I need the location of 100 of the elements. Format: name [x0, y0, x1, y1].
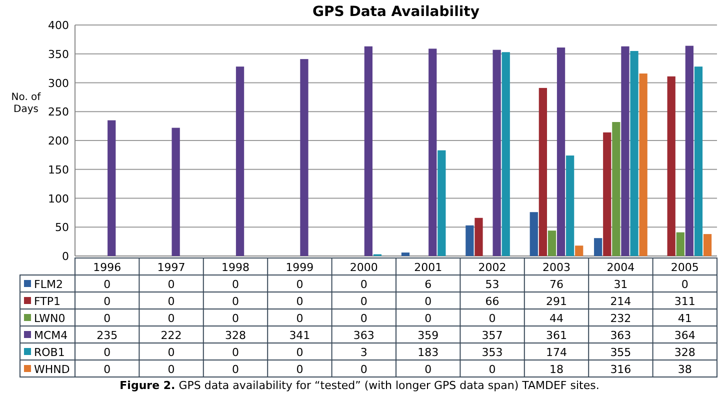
bar — [667, 76, 676, 256]
data-label: 357 — [482, 329, 503, 342]
legend-label: ROB1 — [34, 346, 65, 359]
legend-label: LWN0 — [34, 312, 66, 325]
data-label: 0 — [488, 312, 496, 325]
x-tick-label: 2000 — [350, 261, 378, 274]
data-label: 3 — [360, 346, 368, 359]
y-tick-label: 150 — [48, 163, 69, 176]
bar — [530, 212, 538, 256]
data-label: 0 — [104, 278, 111, 291]
data-label: 0 — [360, 278, 368, 291]
data-label: 0 — [360, 312, 368, 325]
data-label: 235 — [96, 329, 118, 342]
data-label: 0 — [360, 295, 368, 308]
bar — [566, 156, 574, 256]
data-label: 0 — [424, 363, 432, 376]
data-label: 183 — [418, 346, 439, 359]
bar — [172, 128, 180, 256]
data-label: 174 — [546, 346, 567, 359]
y-tick-label: 400 — [48, 19, 69, 32]
y-tick-label: 100 — [48, 192, 69, 206]
data-label: 361 — [546, 329, 567, 342]
data-label: 0 — [296, 295, 304, 308]
bar — [108, 120, 116, 256]
x-tick-label: 2003 — [542, 261, 570, 274]
data-label: 353 — [482, 346, 503, 359]
caption: Figure 2. GPS data availability for “tested” (with longer GPS data span) TAMDEF sites. — [120, 379, 600, 392]
data-label: 0 — [104, 363, 111, 376]
data-label: 6 — [424, 278, 432, 291]
data-label: 0 — [488, 363, 496, 376]
bar — [474, 218, 483, 256]
legend-label: FTP1 — [34, 295, 60, 308]
bar — [300, 59, 308, 256]
bar — [612, 122, 620, 256]
y-tick-label: 0 — [62, 250, 69, 263]
data-label: 41 — [678, 312, 692, 325]
data-label: 18 — [550, 363, 564, 376]
data-label: 0 — [232, 295, 239, 308]
bar — [676, 232, 684, 256]
data-label: 53 — [485, 278, 500, 291]
legend-label: MCM4 — [34, 329, 68, 342]
bar — [401, 252, 410, 256]
data-label: 0 — [296, 346, 304, 359]
data-label: 364 — [674, 329, 696, 342]
chart-title: GPS Data Availability — [312, 4, 480, 20]
y-tick-label: 250 — [48, 106, 69, 119]
data-label: 355 — [610, 346, 632, 359]
data-label: 0 — [296, 312, 304, 325]
data-label: 0 — [168, 295, 175, 308]
bar — [492, 50, 501, 256]
x-tick-label: 2002 — [478, 261, 506, 274]
x-tick-label: 2005 — [670, 261, 699, 274]
data-label: 31 — [614, 278, 628, 291]
y-tick-label: 350 — [48, 48, 69, 61]
x-tick-label: 1999 — [286, 261, 314, 274]
data-label: 0 — [681, 278, 688, 291]
data-label: 291 — [546, 295, 567, 308]
y-axis-title: No. of Days — [11, 92, 42, 115]
bar — [428, 48, 437, 256]
data-label: 0 — [232, 278, 239, 291]
data-label: 0 — [104, 295, 111, 308]
data-label: 0 — [232, 312, 239, 325]
bar — [630, 50, 638, 256]
data-label: 0 — [168, 312, 175, 325]
bar — [364, 46, 372, 256]
data-label: 0 — [360, 363, 368, 376]
bar — [236, 66, 244, 256]
data-label: 363 — [353, 329, 374, 342]
bar — [703, 234, 712, 256]
data-label: 66 — [485, 295, 500, 308]
bar — [502, 52, 510, 256]
data-label: 0 — [168, 363, 175, 376]
y-tick-label: 200 — [48, 134, 69, 148]
bar — [603, 132, 612, 256]
data-label: 232 — [610, 312, 632, 325]
legend-label: FLM2 — [34, 278, 63, 291]
data-label: 0 — [168, 346, 175, 359]
data-label: 0 — [104, 346, 111, 359]
data-label: 311 — [674, 295, 696, 308]
x-tick-label: 2001 — [414, 261, 442, 274]
bar — [538, 88, 548, 256]
bar — [548, 230, 556, 256]
data-label: 0 — [424, 295, 432, 308]
bar — [575, 246, 584, 256]
data-label: 316 — [610, 363, 632, 376]
x-tick-label: 1997 — [157, 261, 186, 274]
bar — [438, 150, 446, 256]
data-label: 44 — [550, 312, 564, 325]
data-label: 0 — [104, 312, 111, 325]
data-label: 363 — [610, 329, 632, 342]
legend-label: WHND — [34, 363, 70, 376]
data-label: 0 — [296, 363, 304, 376]
bar — [594, 238, 602, 256]
data-label: 76 — [550, 278, 564, 291]
x-tick-label: 1996 — [93, 261, 122, 274]
bar — [466, 225, 474, 256]
y-tick-label: 50 — [55, 221, 69, 234]
data-label: 0 — [232, 363, 239, 376]
data-label: 341 — [289, 329, 310, 342]
data-label: 0 — [168, 278, 175, 291]
